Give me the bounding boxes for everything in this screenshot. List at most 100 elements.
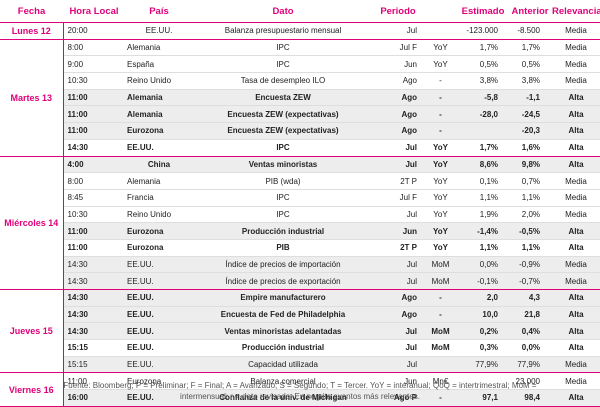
cell-dato: Encuesta ZEW (expectativas)	[193, 105, 373, 123]
cell-pais: EE.UU.	[125, 272, 193, 290]
cell-hora: 15:15	[63, 339, 125, 357]
cell-pais: Francia	[125, 188, 193, 207]
cell-periodo: Jul	[373, 205, 423, 223]
cell-unidad: MoM	[423, 339, 458, 357]
cell-relevancia: Media	[552, 255, 600, 273]
cell-unidad: YoY	[423, 156, 458, 173]
cell-pais: Alemania	[127, 43, 161, 53]
cell-periodo: 2T P	[373, 238, 423, 257]
cell-estimado: 1,7%	[479, 43, 498, 53]
header-unidad	[423, 0, 458, 23]
cell-relevancia: Alta	[552, 389, 600, 407]
cell-hora: 11:00	[63, 122, 125, 140]
cell-pais: Alemania	[125, 88, 193, 106]
cell-dato: Balanza presupuestario mensual	[224, 26, 342, 36]
cell-unidad: YoY	[423, 55, 458, 73]
cell-relevancia: Media	[565, 43, 587, 53]
cell-dato: PIB (wda)	[193, 172, 373, 190]
cell-estimado: -123.000	[466, 26, 498, 36]
cell-estimado: 77,9%	[458, 355, 508, 373]
cell-hora: 4:00	[63, 156, 125, 173]
cell-estimado: -5,8	[458, 88, 508, 106]
cell-estimado: 2,0	[458, 289, 508, 307]
cell-anterior: -1,1	[508, 88, 552, 106]
cell-pais: Eurozona	[127, 376, 162, 386]
cell-unidad: YoY	[433, 43, 448, 53]
cell-dato: Empire manufacturero	[193, 289, 373, 307]
cell-anterior: 1,1%	[508, 188, 552, 207]
footnote-line-1: Fuente: Bloomberg; P = Preliminar; F = F…	[63, 381, 537, 390]
cell-dato: Encuesta de Fed de Philadelphia	[193, 305, 373, 323]
cell-unidad: YoY	[423, 238, 458, 257]
table-row: 9:00 España IPC Jun YoY 0,5% 0,5% Media	[0, 55, 600, 73]
cell-pais: Eurozona	[125, 238, 193, 257]
footnote-line-2: intermensual; r = dato revisado. En negr…	[180, 392, 420, 401]
cell-dato: Ventas minoristas adelantadas	[193, 322, 373, 340]
cell-dato: IPC	[193, 55, 373, 73]
cell-dato: Tasa de desempleo ILO	[193, 72, 373, 90]
cell-periodo: Jul	[373, 272, 423, 290]
cell-unidad	[423, 23, 458, 40]
cell-relevancia: Media	[552, 188, 600, 207]
cell-anterior: -20,3	[508, 122, 552, 140]
cell-pais: Reino Unido	[125, 205, 193, 223]
cell-anterior: -0,9%	[508, 255, 552, 273]
cell-estimado: 1,7%	[458, 138, 508, 156]
cell-periodo: Ago	[373, 72, 423, 90]
cell-periodo: Ago	[373, 305, 423, 323]
cell-relevancia: Media	[552, 72, 600, 90]
cell-anterior: -24,5	[508, 105, 552, 123]
cell-hora: 11:00	[63, 105, 125, 123]
cell-unidad: -	[423, 72, 458, 90]
table-row: 15:15 EE.UU. Capacidad utilizada Jul 77,9% 77…	[0, 355, 600, 373]
cell-anterior: 1,7%	[521, 43, 540, 53]
cell-pais: Alemania	[125, 105, 193, 123]
table-row: 11:00 Alemania Encuesta ZEW (expectativas)…	[0, 105, 600, 123]
cell-anterior: 1,1%	[508, 238, 552, 257]
cell-unidad: MoM	[423, 255, 458, 273]
cell-estimado	[458, 122, 508, 140]
table-row: 8:45 Francia IPC Jul F YoY 1,1% 1,1% Media	[0, 188, 600, 207]
cell-pais: EE.UU.	[125, 305, 193, 323]
cell-periodo: Ago	[373, 105, 423, 123]
cell-anterior: -0,5%	[508, 222, 552, 240]
cell-hora: 14:30	[63, 255, 125, 273]
cell-pais: Reino Unido	[125, 72, 193, 90]
header-anterior: Anterior	[511, 5, 549, 17]
table-row: 14:30 EE.UU. Índice de precios de exportac…	[0, 272, 600, 290]
cell-hora: 14:30	[63, 305, 125, 323]
day-group: Miércoles 14 4:00 China Ventas minoristas Ju…	[0, 156, 600, 290]
cell-dato: Encuesta ZEW (expectativas)	[193, 122, 373, 140]
cell-anterior: 0,5%	[508, 55, 552, 73]
cell-periodo: Ago	[373, 289, 423, 307]
header-pais: País	[149, 5, 169, 17]
cell-pais: España	[125, 55, 193, 73]
cell-pais: EE.UU.	[145, 26, 173, 36]
cell-pais: EE.UU.	[125, 339, 193, 357]
cell-anterior: 98,4	[508, 389, 552, 407]
cell-periodo: Jul	[373, 322, 423, 340]
cell-dato: IPC	[193, 138, 373, 156]
table-row: 10:30 Reino Unido IPC Jul YoY 1,9% 2,0% Media	[0, 205, 600, 223]
header-dato: Dato	[272, 5, 294, 17]
day-label: Lunes 12	[0, 22, 64, 40]
cell-relevancia: Media	[565, 376, 587, 386]
day-label: Viernes 16	[0, 372, 64, 407]
cell-anterior: -0,7%	[508, 272, 552, 290]
cell-periodo: Jul F	[399, 43, 417, 53]
cell-hora: 14:30	[63, 289, 125, 307]
cell-dato: Ventas minoristas	[193, 156, 373, 173]
header-fecha: Fecha	[17, 5, 46, 17]
cell-hora: 20:00	[67, 26, 88, 36]
cell-anterior: -8.500	[517, 26, 540, 36]
table-row: 14:30 EE.UU. Índice de precios de importac…	[0, 255, 600, 273]
cell-relevancia: Alta	[552, 289, 600, 307]
cell-periodo: Ago	[373, 88, 423, 106]
cell-pais: EE.UU.	[125, 355, 193, 373]
cell-pais: EE.UU.	[125, 289, 193, 307]
cell-estimado: 0,0%	[458, 255, 508, 273]
cell-estimado: -28,0	[458, 105, 508, 123]
cell-dato: IPC	[193, 188, 373, 207]
